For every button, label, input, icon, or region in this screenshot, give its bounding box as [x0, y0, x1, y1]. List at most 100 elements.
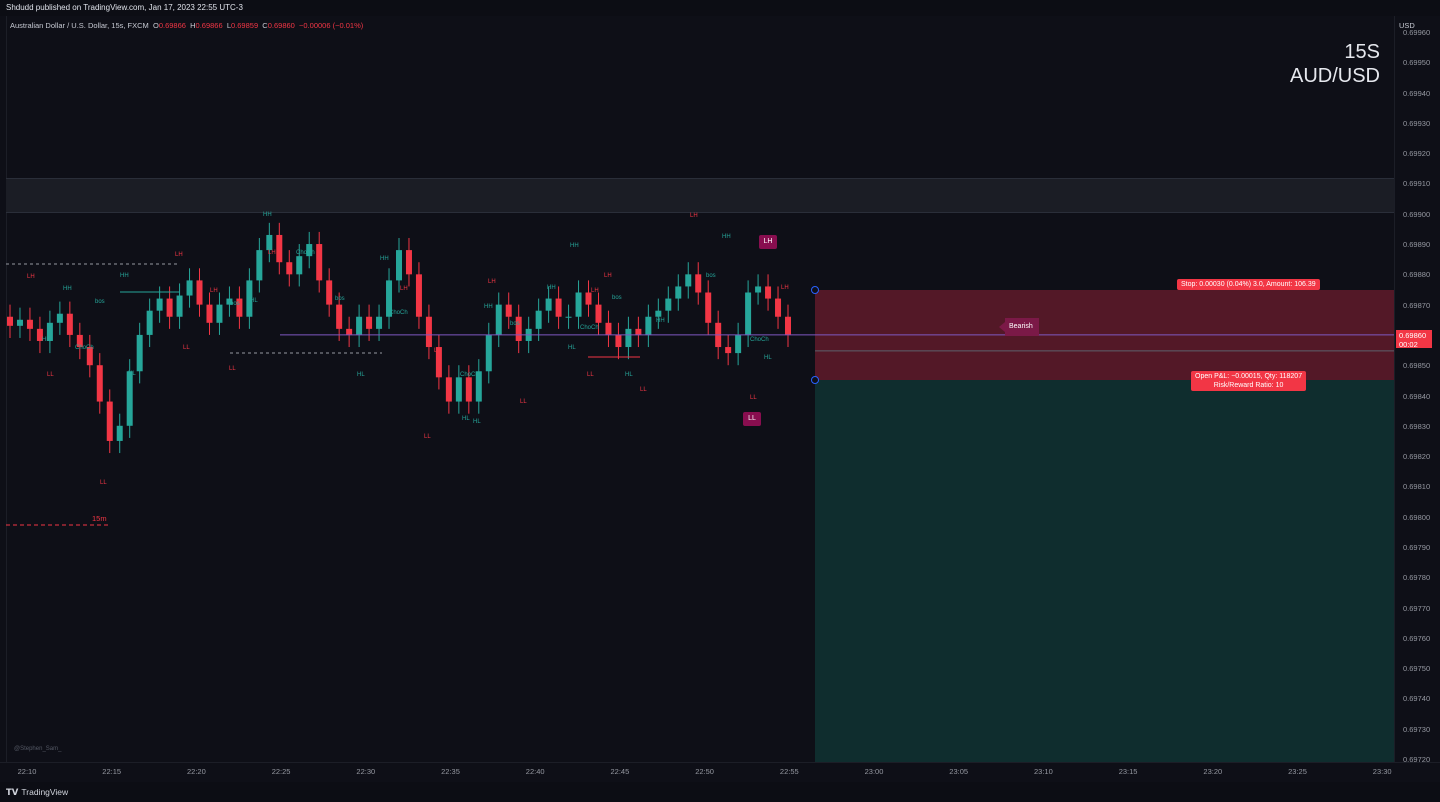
candle-body: [625, 328, 632, 348]
time-tick: 22:20: [187, 767, 206, 776]
structure-label: HL: [625, 372, 633, 378]
price-tick: 0.69740: [1403, 694, 1431, 704]
price-axis[interactable]: [1394, 16, 1440, 762]
low-value: 0.69859: [231, 21, 259, 30]
candle-body: [96, 365, 103, 402]
price-tick: 0.69750: [1403, 664, 1431, 674]
candle-body: [595, 304, 602, 323]
candle-body: [605, 322, 612, 335]
price-tick: 0.69760: [1403, 633, 1431, 643]
tradingview-logo[interactable]: TV TradingView: [6, 787, 69, 798]
candle-body: [46, 322, 53, 341]
structure-label: bos: [612, 295, 622, 301]
candle-body: [725, 347, 732, 354]
symbol-legend[interactable]: Australian Dollar / U.S. Dollar, 15s, FX…: [10, 21, 364, 30]
price-tick: 0.69800: [1403, 512, 1431, 522]
structure-label: LL: [100, 480, 107, 486]
candle-body: [206, 304, 213, 323]
structure-label: LL: [520, 399, 527, 405]
structure-label: HH: [263, 212, 272, 218]
structure-label: LH: [175, 252, 183, 258]
candle-body: [276, 234, 283, 263]
structure-label: LL: [750, 395, 757, 401]
stop-label[interactable]: Stop: 0.00030 (0.04%) 3.0, Amount: 106.3…: [1177, 279, 1320, 290]
structure-label: LH: [210, 288, 218, 294]
time-tick: 23:00: [864, 767, 884, 776]
structure-label: ChoCh: [296, 250, 315, 256]
candle-body: [156, 298, 163, 311]
candle-body: [475, 371, 482, 402]
structure-label: HL: [128, 371, 136, 377]
take-profit-zone[interactable]: [815, 380, 1394, 762]
structure-label: HH: [63, 286, 72, 292]
candle-body: [685, 274, 692, 287]
candle-body: [386, 280, 393, 317]
close-value: 0.69860: [267, 21, 295, 30]
time-axis[interactable]: [0, 762, 1440, 783]
time-tick: 22:40: [525, 767, 545, 776]
structure-label: LH: [268, 250, 276, 256]
time-tick: 23:25: [1288, 767, 1307, 776]
structure-label: LL: [229, 366, 236, 372]
candle-body: [346, 328, 353, 335]
time-tick: 22:30: [356, 767, 376, 776]
change-value: −0.00006 (−0.01%): [299, 21, 364, 30]
candle-body: [26, 319, 33, 329]
candle-body: [7, 316, 13, 326]
time-tick: 23:05: [949, 767, 969, 776]
candle-body: [485, 334, 492, 372]
stop-handle[interactable]: [811, 286, 819, 294]
price-tick: 0.69870: [1403, 300, 1431, 310]
structure-label: HH: [484, 304, 493, 310]
lh-tag: LH: [759, 235, 777, 249]
structure-label: ChoCh: [75, 345, 94, 351]
candle-body: [495, 304, 502, 335]
structure-label: HL: [462, 416, 470, 422]
candle-body: [785, 316, 791, 335]
candle-body: [216, 304, 223, 323]
candle-body: [136, 334, 143, 372]
entry-handle[interactable]: [811, 376, 819, 384]
structure-label: bos: [95, 299, 105, 305]
current-price: 0.69860: [1399, 331, 1427, 340]
candle-body: [695, 274, 702, 293]
price-tick: 0.69950: [1403, 58, 1431, 68]
symbol-name[interactable]: Australian Dollar / U.S. Dollar, 15s, FX…: [10, 21, 149, 30]
structure-label: HL: [568, 345, 576, 351]
candle-body: [745, 292, 752, 335]
watermark-symbol: AUD/USD: [1289, 65, 1380, 87]
candle-body: [126, 371, 133, 426]
structure-label: bos: [230, 301, 240, 307]
price-tick: 0.69880: [1403, 270, 1431, 280]
time-tick: 23:10: [1034, 767, 1053, 776]
open-pnl-label[interactable]: Open P&L: −0.00015, Qty: 118207 Risk/Rew…: [1191, 371, 1307, 391]
candle-body: [775, 298, 782, 317]
candle-body: [655, 310, 662, 317]
candle-body: [515, 316, 522, 341]
price-tick: 0.69960: [1403, 28, 1431, 37]
candle-body: [306, 244, 313, 257]
structure-label: HH: [120, 273, 129, 279]
structure-label: ChoCh: [750, 337, 769, 343]
publish-bar: Shdudd published on TradingView.com, Jan…: [0, 0, 1440, 16]
candle-body: [106, 401, 113, 441]
price-tick: 0.69720: [1403, 755, 1431, 764]
candle-body: [615, 334, 622, 348]
price-tick: 0.69890: [1403, 240, 1431, 250]
structure-label: LH: [400, 286, 408, 292]
price-axis-currency: USD: [1399, 21, 1415, 30]
candle-body: [366, 316, 373, 329]
candle-body: [565, 316, 572, 318]
structure-label: HH: [722, 234, 731, 240]
candle-body: [425, 316, 432, 348]
candle-body: [286, 262, 293, 275]
candle-body: [376, 316, 383, 329]
candle-body: [326, 280, 333, 305]
candle-body: [336, 304, 343, 329]
structure-label: HL: [42, 337, 50, 343]
candle-body: [675, 286, 682, 299]
structure-label: HL: [250, 298, 258, 304]
candle-body: [635, 328, 642, 335]
time-tick: 22:50: [695, 767, 714, 776]
